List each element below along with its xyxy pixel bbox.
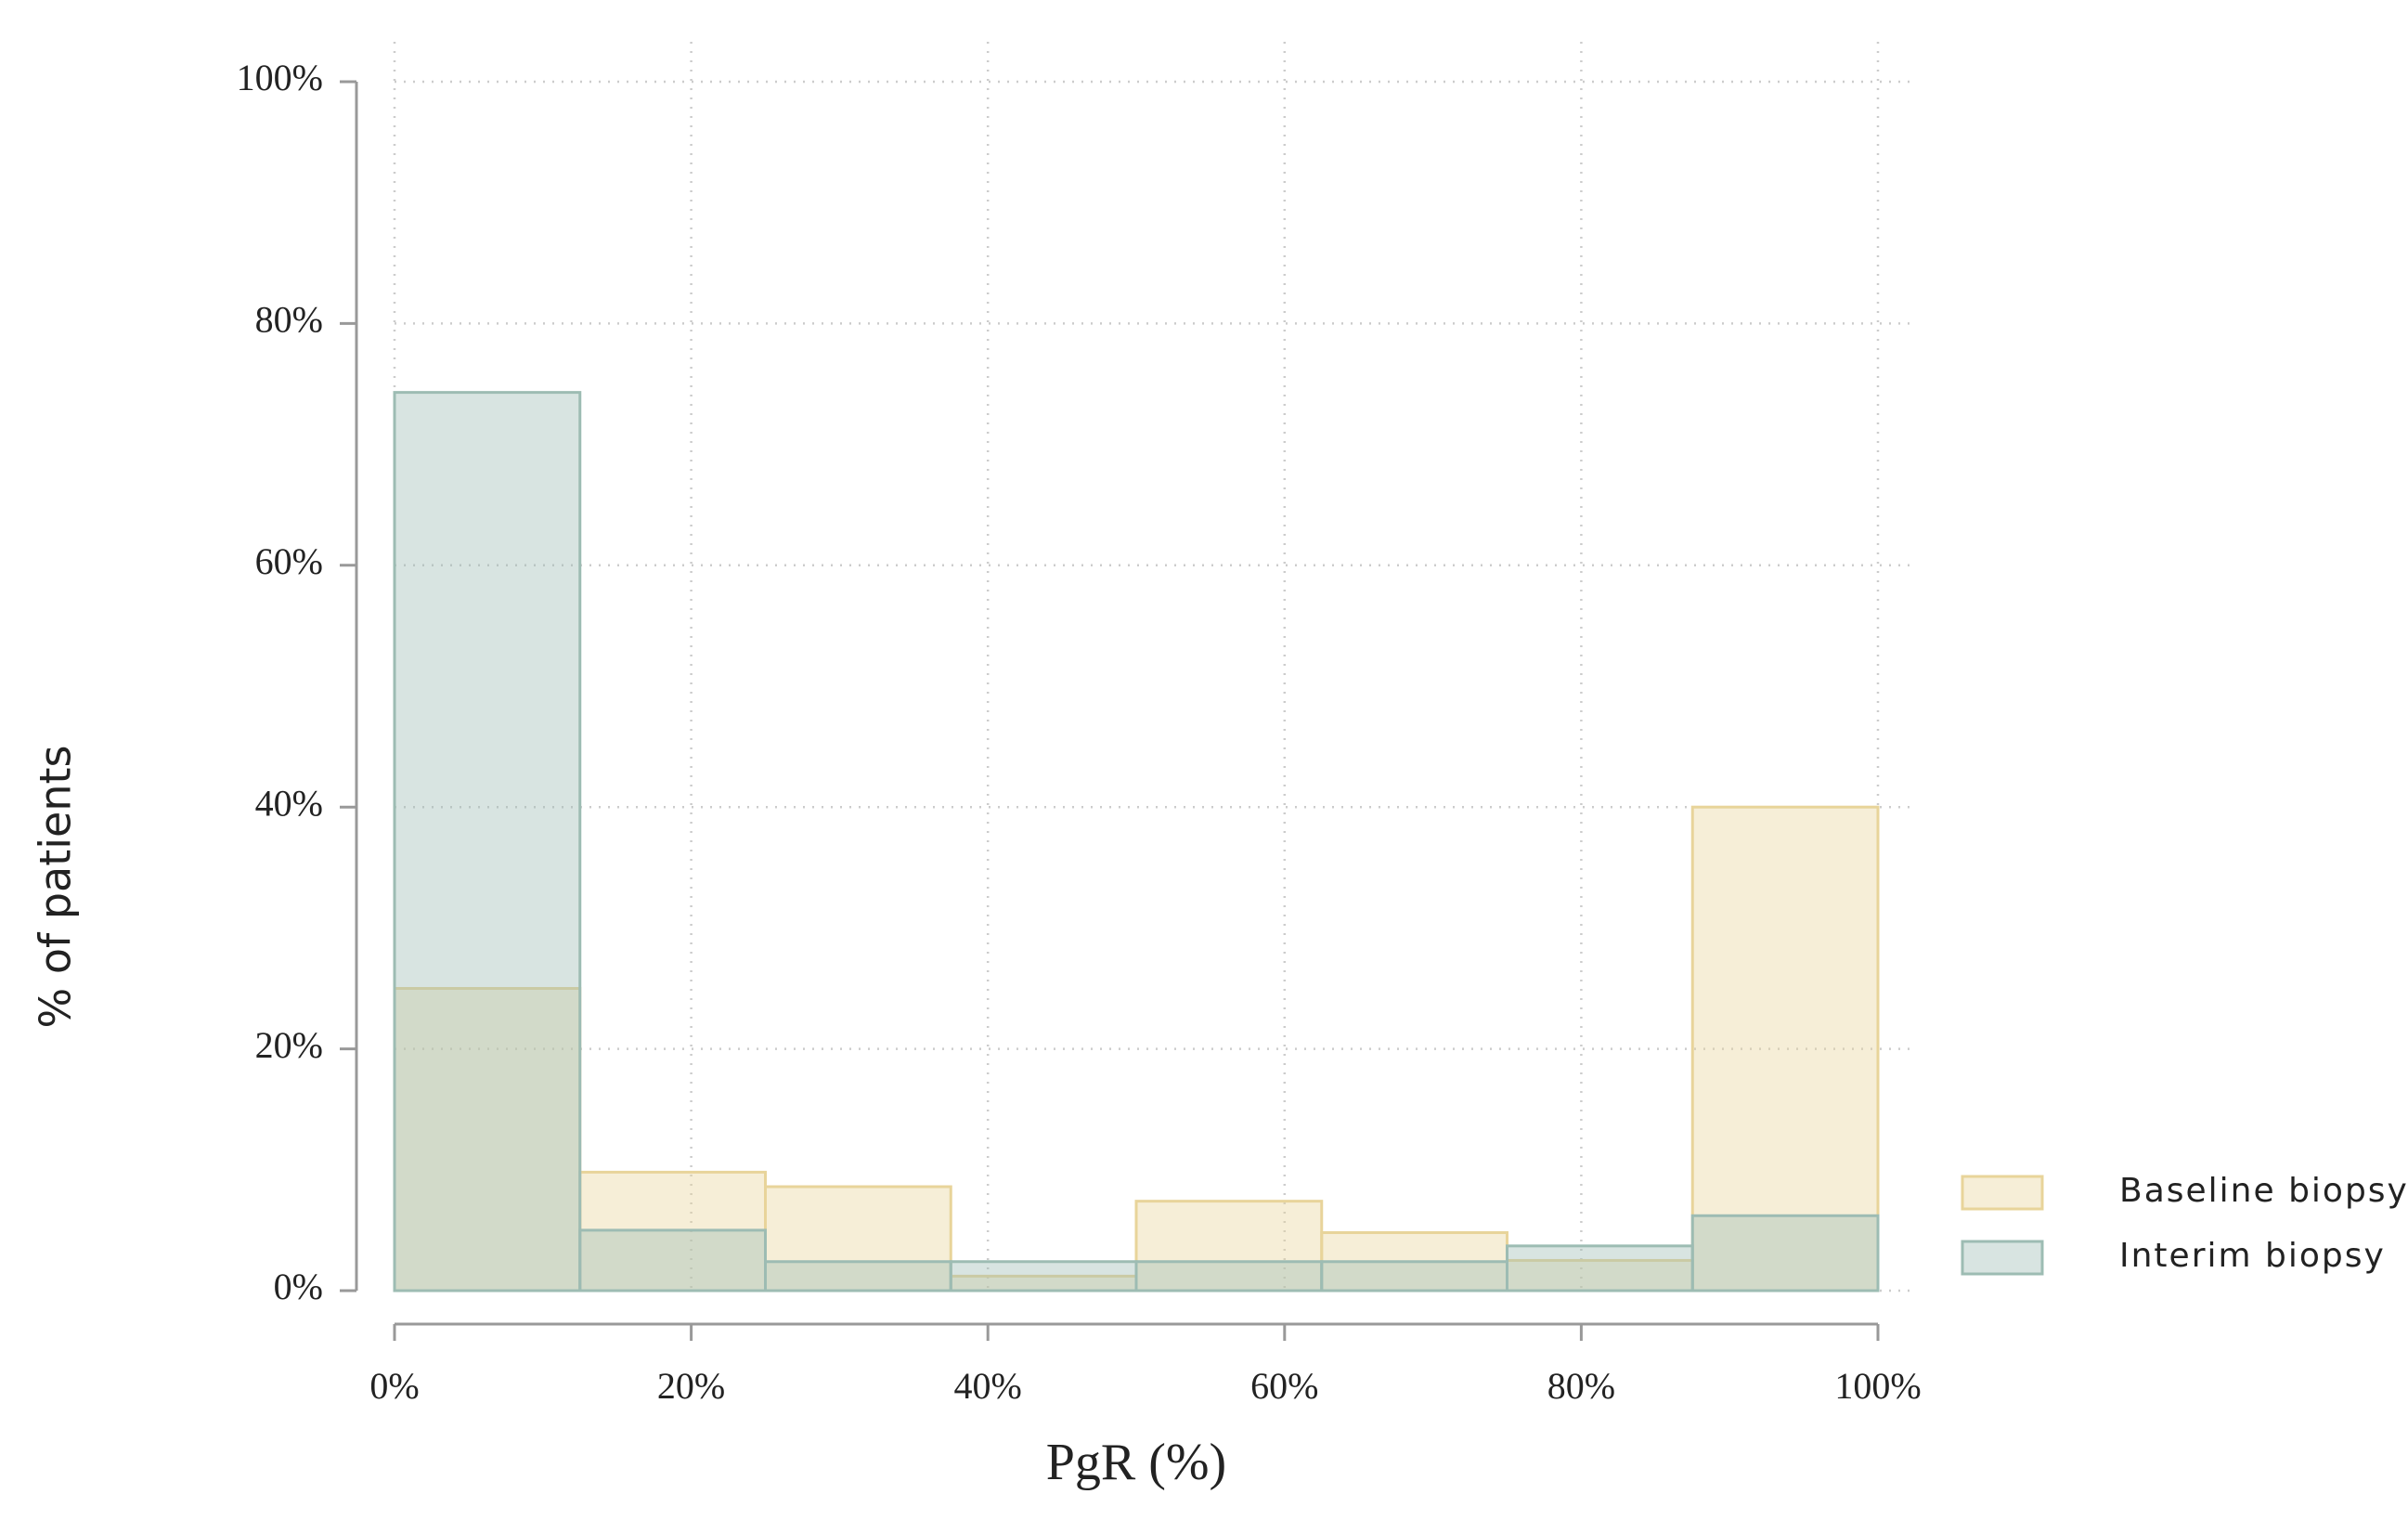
legend-label: Interim biopsy [2119, 1237, 2386, 1275]
x-tick-label: 40% [954, 1365, 1022, 1407]
legend-swatch [1961, 1175, 2044, 1211]
x-tick-label: 0% [369, 1365, 419, 1407]
histogram-bar [1320, 1260, 1508, 1293]
histogram-bar [393, 987, 582, 1293]
histogram-bar [764, 1185, 952, 1293]
y-tick-label: 40% [255, 782, 323, 824]
histogram-bar [764, 1260, 952, 1293]
legend-swatch [1961, 1240, 2044, 1276]
histogram-bar [393, 391, 582, 1293]
histogram-bar [1134, 1260, 1324, 1293]
x-tick-label: 60% [1250, 1365, 1318, 1407]
histogram-bar [1134, 1200, 1324, 1293]
legend-label: Baseline biopsy [2119, 1172, 2408, 1210]
y-tick-label: 80% [255, 299, 323, 341]
histogram-bar [578, 1228, 767, 1293]
x-tick-label: 100% [1834, 1365, 1921, 1407]
histogram-bar [1690, 1214, 1880, 1293]
y-tick-label: 60% [255, 540, 323, 582]
y-tick-label: 100% [237, 57, 323, 98]
x-tick-label: 80% [1547, 1365, 1615, 1407]
y-axis-label: % of patients [31, 746, 81, 1029]
y-tick-label: 20% [255, 1024, 323, 1066]
histogram-bar [1690, 805, 1880, 1293]
histogram-bar [949, 1260, 1138, 1293]
x-tick-label: 20% [657, 1365, 725, 1407]
x-axis-label: PgR (%) [1046, 1434, 1226, 1491]
y-tick-label: 0% [274, 1266, 323, 1307]
histogram-bar [1506, 1244, 1694, 1293]
